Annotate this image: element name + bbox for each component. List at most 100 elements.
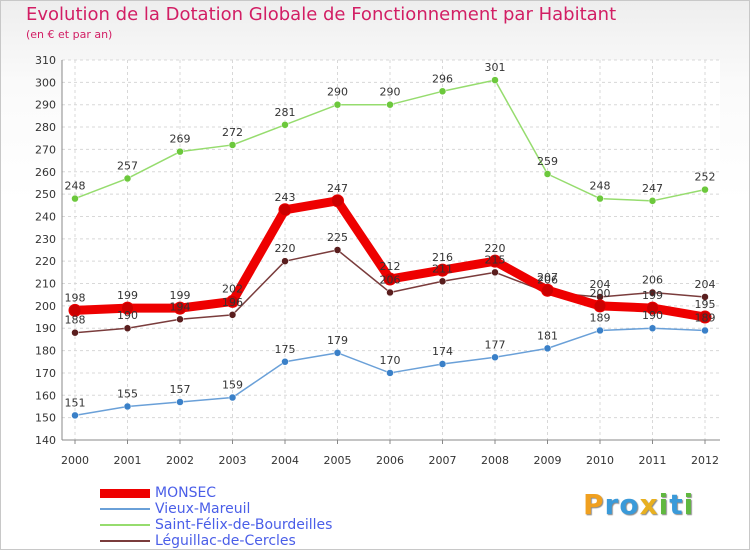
x-tick-label: 2008 — [481, 454, 509, 467]
data-point — [228, 393, 237, 402]
data-label: 199 — [117, 289, 138, 302]
x-tick-label: 2005 — [324, 454, 352, 467]
data-point — [123, 402, 132, 411]
logo-letter: x — [639, 488, 659, 521]
data-point — [386, 369, 394, 377]
data-point — [333, 100, 342, 109]
data-point — [71, 328, 79, 337]
data-label: 179 — [327, 334, 348, 347]
y-tick-label: 290 — [35, 99, 56, 112]
y-tick-label: 200 — [35, 300, 56, 313]
data-label: 215 — [485, 253, 506, 266]
x-tick-label: 2010 — [586, 454, 614, 467]
x-tick-label: 2000 — [61, 454, 89, 467]
legend-swatch — [100, 508, 150, 510]
chart-subtitle: (en € et par an) — [26, 28, 113, 41]
data-point — [228, 311, 237, 319]
y-tick-label: 240 — [35, 210, 56, 223]
data-point — [226, 294, 239, 308]
data-label: 181 — [537, 329, 558, 342]
data-point — [543, 170, 552, 178]
data-label: 189 — [695, 311, 716, 324]
x-tick-label: 2004 — [271, 454, 299, 467]
data-label: 281 — [275, 106, 296, 119]
x-tick-label: 2003 — [219, 454, 247, 467]
data-point — [701, 326, 709, 335]
data-label: 290 — [380, 86, 401, 99]
data-label: 200 — [590, 287, 611, 300]
y-tick-label: 160 — [35, 389, 56, 402]
data-label: 220 — [275, 242, 296, 255]
data-point — [333, 349, 342, 357]
data-label: 159 — [222, 379, 243, 392]
data-label: 211 — [432, 262, 453, 275]
data-point — [596, 326, 604, 335]
data-label: 248 — [65, 180, 86, 193]
data-label: 204 — [695, 278, 716, 291]
data-label: 170 — [380, 354, 401, 367]
data-point — [436, 263, 449, 277]
data-point — [333, 246, 342, 254]
data-point — [593, 299, 607, 313]
logo-letter: i — [683, 488, 695, 521]
data-label: 204 — [590, 278, 611, 291]
data-point — [491, 76, 499, 84]
y-tick-label: 180 — [35, 345, 56, 358]
data-point — [176, 398, 184, 406]
logo-letter: r — [604, 488, 620, 521]
data-point — [438, 277, 447, 286]
data-point — [383, 272, 397, 286]
data-point — [68, 303, 82, 317]
data-point — [646, 301, 659, 315]
y-tick-label: 300 — [35, 76, 56, 89]
y-tick-label: 170 — [35, 367, 56, 380]
proxiti-logo: Proxiti — [583, 488, 694, 521]
line-chart: 140 150 160 170 180 190 200 210 220 230 240 250 260 2… — [35, 54, 720, 467]
data-label: 259 — [537, 155, 558, 168]
data-point — [438, 87, 447, 96]
x-tick-label: 2011 — [639, 454, 667, 467]
y-tick-label: 270 — [35, 143, 56, 156]
data-point — [121, 301, 134, 315]
legend-swatch — [100, 488, 150, 498]
data-label: 225 — [327, 231, 348, 244]
data-label: 248 — [590, 180, 611, 193]
y-tick-label: 280 — [35, 121, 56, 134]
data-label: 220 — [485, 242, 506, 255]
data-point — [173, 301, 187, 315]
data-point — [491, 268, 499, 277]
logo-letter: o — [619, 488, 640, 521]
x-tick-label: 2012 — [691, 454, 719, 467]
data-label: 202 — [222, 282, 243, 295]
data-label: 296 — [432, 72, 453, 85]
y-tick-label: 140 — [35, 434, 56, 447]
data-label: 247 — [327, 182, 348, 195]
data-label: 206 — [380, 273, 401, 286]
data-point — [281, 358, 289, 366]
y-tick-label: 310 — [35, 54, 56, 67]
x-tick-label: 2006 — [376, 454, 404, 467]
data-point — [596, 194, 604, 203]
data-label: 177 — [485, 338, 506, 351]
legend-label: Saint-Félix-de-Bourdeilles — [155, 517, 333, 533]
legend-swatch — [100, 524, 150, 526]
y-tick-label: 220 — [35, 255, 56, 268]
data-label: 190 — [117, 309, 138, 322]
data-point — [71, 194, 79, 203]
x-tick-label: 2009 — [534, 454, 562, 467]
x-tick-label: 2002 — [166, 454, 194, 467]
y-tick-label: 150 — [35, 412, 56, 425]
data-label: 155 — [117, 387, 138, 400]
data-point — [176, 147, 184, 156]
data-label: 198 — [65, 291, 86, 304]
logo-letter: i — [658, 488, 670, 521]
data-label: 190 — [642, 309, 663, 322]
data-label: 257 — [117, 159, 138, 172]
y-tick-label: 250 — [35, 188, 56, 201]
data-label: 206 — [642, 273, 663, 286]
data-point — [123, 324, 132, 332]
data-point — [281, 257, 289, 265]
data-label: 247 — [642, 182, 663, 195]
data-label: 206 — [537, 273, 558, 286]
data-point — [386, 288, 394, 297]
